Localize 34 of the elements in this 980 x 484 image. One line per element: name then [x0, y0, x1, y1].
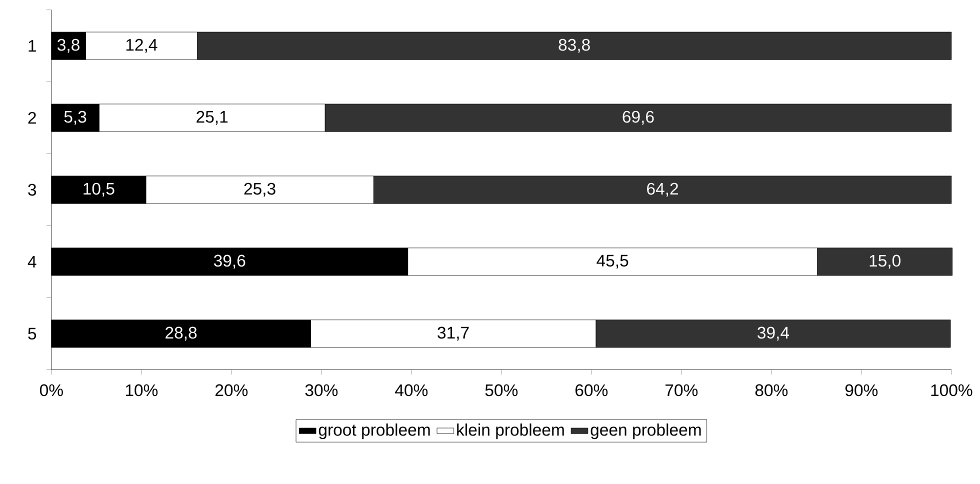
x-tick-label: 50% [485, 384, 518, 396]
y-tick-label: 4 [28, 256, 36, 268]
x-tick-label: 70% [666, 384, 698, 396]
y-tick-label: 2 [28, 112, 36, 124]
x-tick-label: 0% [40, 384, 63, 396]
data-label: 5,3 [64, 110, 86, 125]
y-tick-label: 1 [28, 40, 36, 52]
data-label: 69,6 [622, 110, 654, 125]
y-tick-label: 5 [28, 328, 36, 340]
data-label: 3,8 [58, 38, 80, 53]
legend-label: geen probleem [590, 424, 701, 440]
x-tick-label: 10% [126, 384, 158, 396]
data-label: 10,5 [84, 182, 114, 197]
data-label: 83,8 [558, 38, 590, 53]
x-tick-label: 40% [395, 384, 428, 396]
x-tick-label: 100% [931, 384, 972, 396]
data-label: 45,5 [596, 254, 628, 269]
legend-label: klein probleem [457, 424, 564, 440]
data-label: 25,1 [196, 110, 228, 125]
y-tick-label: 3 [28, 184, 36, 196]
data-label: 12,4 [126, 38, 158, 53]
data-label: 31,7 [438, 326, 469, 341]
x-tick-label: 30% [305, 384, 338, 396]
data-label: 28,8 [166, 326, 197, 341]
x-tick-label: 80% [755, 384, 788, 396]
x-tick-label: 60% [576, 384, 608, 396]
data-label: 15,0 [870, 254, 900, 269]
data-label: 39,6 [214, 254, 246, 269]
data-label: 39,4 [758, 326, 790, 341]
x-tick-label: 20% [216, 384, 248, 396]
data-label: 25,3 [244, 182, 276, 197]
data-label: 64,2 [647, 182, 678, 197]
x-tick-label: 90% [845, 384, 878, 396]
legend-label: groot probleem [318, 424, 430, 440]
